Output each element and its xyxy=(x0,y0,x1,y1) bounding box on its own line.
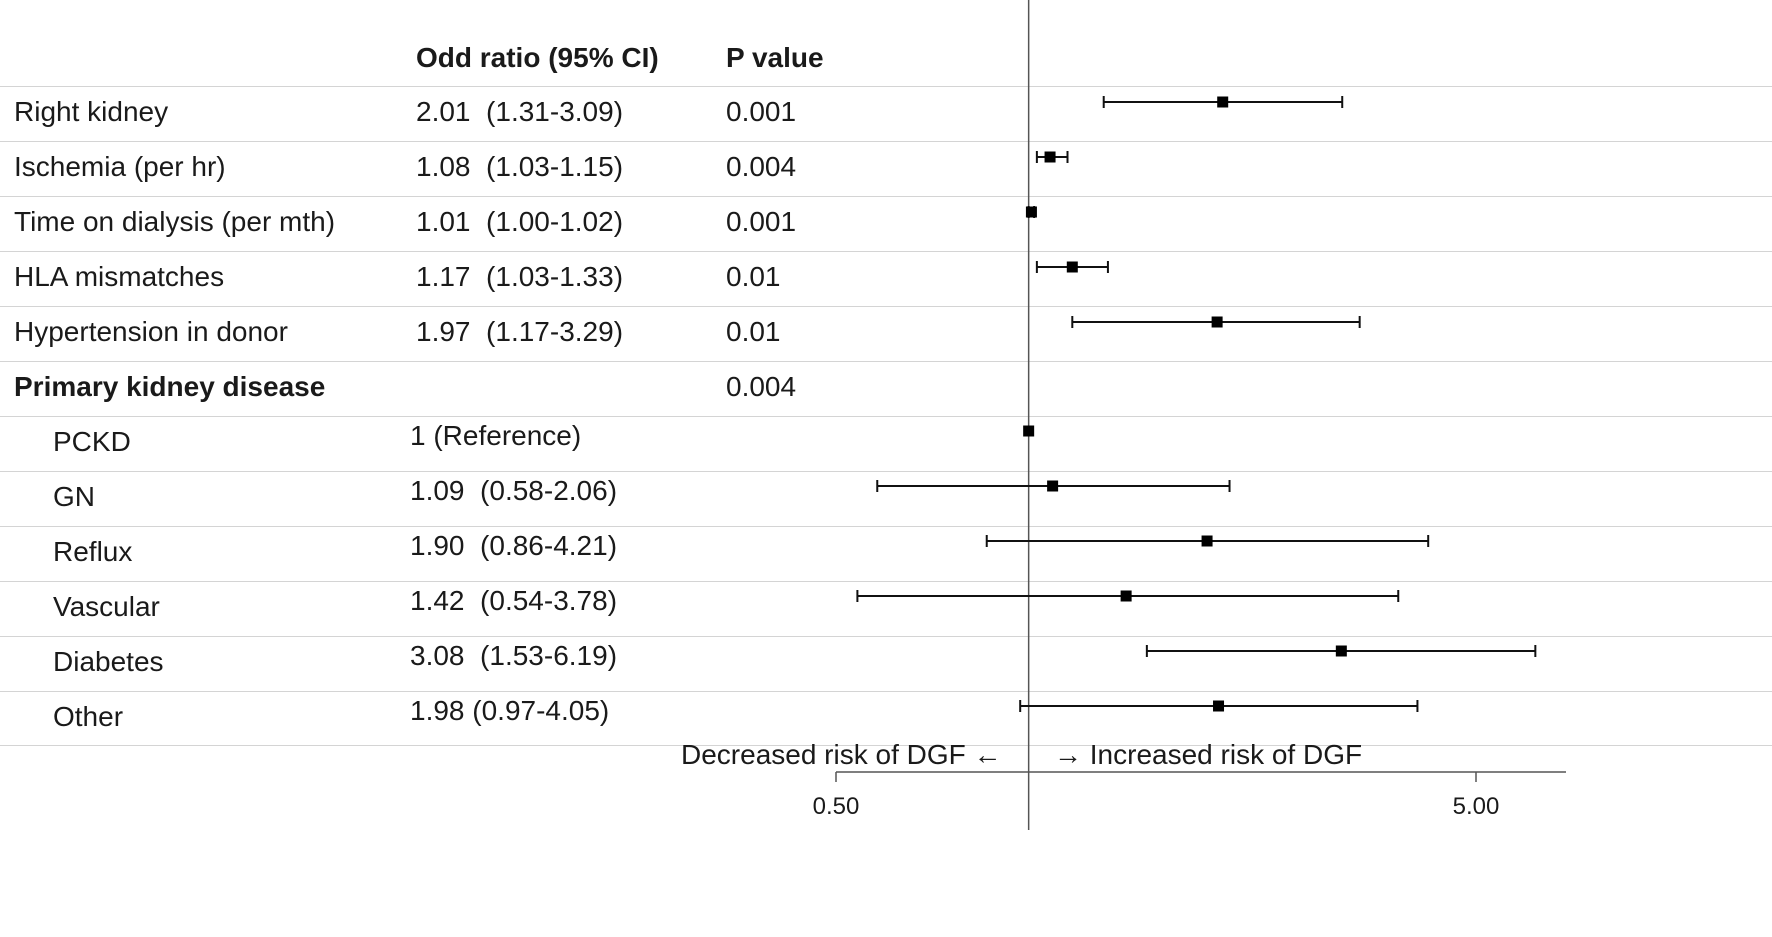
odds-ratio-column-header: Odd ratio (95% CI) xyxy=(416,42,659,73)
p-value-column-header: P value xyxy=(726,42,824,73)
row-divider xyxy=(0,306,1772,307)
row-divider xyxy=(0,581,1772,582)
odds-ratio-point xyxy=(1023,425,1035,437)
x-tick-label: 0.50 xyxy=(813,793,860,820)
p-value: 0.004 xyxy=(726,151,797,182)
odds-ratio-value: 1.08 (1.03-1.15) xyxy=(416,151,624,182)
row-divider xyxy=(0,636,1772,637)
row-divider xyxy=(0,141,1772,142)
row-divider xyxy=(0,471,1772,472)
row-divider xyxy=(0,196,1772,197)
odds-ratio-value: 3.08 (1.53-6.19) xyxy=(410,640,618,671)
odds-ratio-value: 1.42 (0.54-3.78) xyxy=(410,585,618,616)
row-divider xyxy=(0,416,1772,417)
row-divider xyxy=(0,361,1772,362)
row-label: Ischemia (per hr) xyxy=(14,151,226,182)
odds-ratio-point xyxy=(1047,480,1059,492)
odds-ratio-value: 1.09 (0.58-2.06) xyxy=(410,475,618,506)
odds-ratio-point xyxy=(1213,700,1225,712)
row-label: Primary kidney disease xyxy=(14,371,326,402)
row-label: Vascular xyxy=(53,591,160,622)
p-value: 0.004 xyxy=(726,371,797,402)
odds-ratio-value: 1.97 (1.17-3.29) xyxy=(416,316,624,347)
odds-ratio-point xyxy=(1335,645,1347,657)
odds-ratio-value: 1.98 (0.97-4.05) xyxy=(410,695,610,726)
row-label: Diabetes xyxy=(53,646,164,677)
odds-ratio-point xyxy=(1120,590,1132,602)
decreased-risk-annotation: Decreased risk of DGF ← xyxy=(681,739,1002,770)
row-label: Reflux xyxy=(53,536,133,567)
odds-ratio-value: 1.17 (1.03-1.33) xyxy=(416,261,624,292)
row-divider xyxy=(0,86,1772,87)
row-divider xyxy=(0,691,1772,692)
x-tick-label: 5.00 xyxy=(1453,793,1500,820)
odds-ratio-value: 2.01 (1.31-3.09) xyxy=(416,96,624,127)
odds-ratio-point xyxy=(1025,206,1037,218)
row-divider xyxy=(0,251,1772,252)
p-value: 0.01 xyxy=(726,316,781,347)
p-value: 0.001 xyxy=(726,206,797,237)
increased-risk-annotation: → Increased risk of DGF xyxy=(1054,739,1363,770)
odds-ratio-point xyxy=(1066,261,1078,273)
row-label: PCKD xyxy=(53,426,131,457)
odds-ratio-value: 1.90 (0.86-4.21) xyxy=(410,530,618,561)
row-label: HLA mismatches xyxy=(14,261,225,292)
row-label: GN xyxy=(53,481,95,512)
row-label: Right kidney xyxy=(14,96,169,127)
odds-ratio-value: 1.01 (1.00-1.02) xyxy=(416,206,624,237)
row-label: Time on dialysis (per mth) xyxy=(14,206,336,237)
row-label: Hypertension in donor xyxy=(14,316,288,347)
p-value: 0.01 xyxy=(726,261,781,292)
row-label: Other xyxy=(53,701,124,732)
row-divider xyxy=(0,526,1772,527)
odds-ratio-point xyxy=(1211,316,1223,328)
odds-ratio-point xyxy=(1201,535,1213,547)
odds-ratio-point xyxy=(1217,96,1229,108)
row-divider xyxy=(0,745,1772,746)
odds-ratio-value: 1 (Reference) xyxy=(410,420,582,451)
odds-ratio-point xyxy=(1044,151,1056,163)
p-value: 0.001 xyxy=(726,96,797,127)
